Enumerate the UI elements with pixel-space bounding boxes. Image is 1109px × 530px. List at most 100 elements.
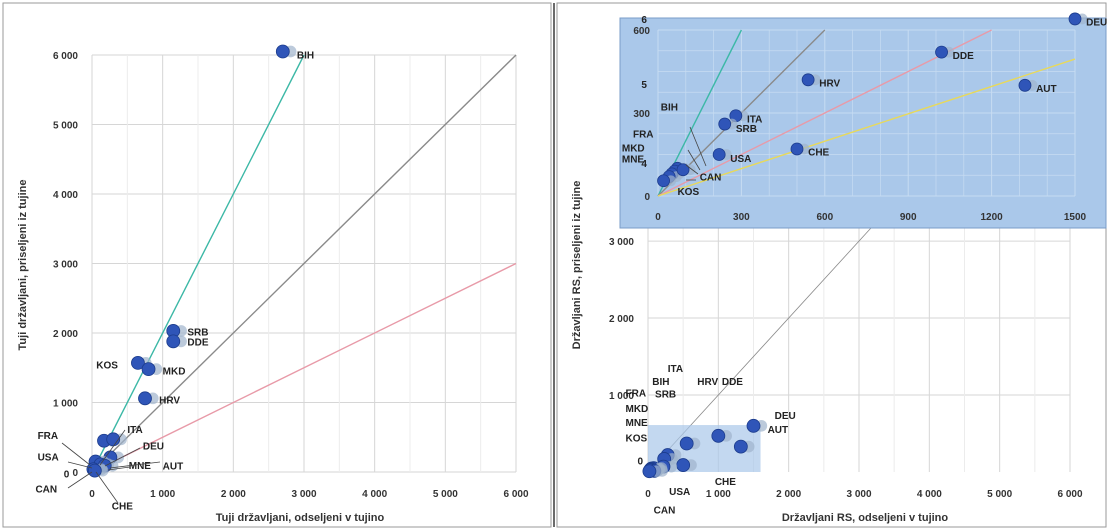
point-kos — [131, 355, 145, 370]
y-tick-label: 0 — [72, 468, 78, 479]
leader-line — [95, 471, 119, 504]
label-che: CHE — [715, 477, 736, 488]
label-can: CAN — [35, 485, 57, 496]
x-tick-label: 2 000 — [776, 489, 801, 500]
right-chart-points — [642, 418, 768, 479]
point-deu — [746, 418, 761, 433]
point-mkd — [141, 362, 156, 377]
x-tick-label: 4 000 — [917, 489, 942, 500]
inset-chart-y-ticks: 0 300 600 — [633, 26, 650, 203]
reference-line — [657, 58, 1076, 197]
left-chart-y-axis-title: Tuji državljani, priseljeni iz tujine — [17, 180, 29, 351]
inset-chart-grid — [657, 29, 1076, 197]
reference-line — [91, 54, 305, 473]
label-srb: SRB — [736, 124, 757, 135]
leader-line — [104, 447, 141, 467]
label-6: 6 — [641, 15, 647, 26]
right-chart-y-axis-title: Državljani RS, priseljeni iz tujine — [571, 181, 583, 350]
inset-scatter-chart: 0 300 600 900 1200 1500 0 300 600 DEU DDE AUT HRV I… — [619, 12, 1107, 229]
left-chart-x-ticks: 0 1 000 2 000 3 000 4 000 5 000 6 000 — [89, 489, 529, 500]
x-tick-label: 3 000 — [846, 489, 871, 500]
x-tick-label: 900 — [900, 212, 917, 223]
label-ita: ITA — [747, 115, 762, 126]
inset-background — [619, 17, 1107, 229]
label-can: CAN — [700, 173, 722, 184]
left-scatter-chart: 0 1 000 2 000 3 000 4 000 5 000 6 000 0 1 000 2 … — [17, 44, 529, 524]
x-tick-label: 0 — [89, 489, 95, 500]
x-tick-label: 1 000 — [706, 489, 731, 500]
label-mne: MNE — [622, 155, 645, 166]
label-5: 5 — [641, 80, 647, 91]
label-bih: BIH — [652, 377, 669, 388]
label-usa: USA — [730, 154, 751, 165]
label-che: CHE — [808, 148, 829, 159]
label-srb: SRB — [655, 389, 676, 400]
point-che — [87, 463, 102, 478]
x-tick-label: 4 000 — [362, 489, 387, 500]
label-ita: ITA — [668, 364, 683, 375]
x-tick-label: 1500 — [1064, 212, 1087, 223]
label-bih: BIH — [297, 50, 314, 61]
point-hrv — [801, 73, 815, 87]
label-kos: KOS — [625, 433, 647, 444]
right-chart-y-ticks: 1 000 2 000 3 000 — [609, 237, 634, 402]
label-aut: AUT — [768, 425, 789, 436]
label-4: 4 — [641, 159, 647, 170]
point-usa — [712, 148, 726, 161]
label-mkd: MKD — [625, 404, 648, 415]
point-dde — [166, 334, 181, 349]
reference-line — [657, 29, 992, 197]
label-hrv: HRV — [819, 79, 840, 90]
label-deu: DEU — [143, 442, 164, 453]
x-tick-label: 1200 — [980, 212, 1003, 223]
label-mne: MNE — [129, 461, 152, 472]
label-deu: DEU — [1086, 18, 1107, 29]
x-tick-label: 5 000 — [987, 489, 1012, 500]
label-aut: AUT — [1036, 84, 1057, 95]
label-dde: DDE — [187, 337, 208, 348]
reference-line — [91, 262, 517, 473]
point-hrv — [679, 436, 694, 451]
leader-line — [687, 149, 701, 171]
point-kos — [657, 174, 670, 188]
label-srb: SRB — [187, 328, 208, 339]
y-tick-label: 6 000 — [53, 51, 78, 62]
point-dde — [711, 428, 726, 443]
y-tick-label: 5 000 — [53, 121, 78, 132]
label-mne: MNE — [625, 418, 648, 429]
label-fra: FRA — [633, 129, 654, 140]
leader-line — [689, 126, 707, 167]
left-panel-frame — [2, 2, 552, 528]
point-ita — [106, 432, 121, 447]
leader-line — [61, 442, 91, 466]
x-tick-label: 1 000 — [150, 489, 175, 500]
label-kos: KOS — [677, 187, 699, 198]
label-kos: KOS — [96, 360, 118, 371]
x-tick-label: 300 — [733, 212, 750, 223]
leader-line — [107, 466, 131, 471]
label-fra: FRA — [38, 431, 59, 442]
x-tick-label: 0 — [655, 212, 661, 223]
inset-chart-x-ticks: 0 300 600 900 1200 1500 — [655, 212, 1086, 223]
inset-chart-points — [657, 12, 1088, 188]
right-chart-x-ticks: 0 1 000 2 000 3 000 4 000 5 000 6 000 — [645, 489, 1083, 500]
label-fra: FRA — [625, 389, 646, 400]
x-tick-label: 5 000 — [433, 489, 458, 500]
label-ita: ITA — [127, 425, 142, 436]
y-tick-label: 4 000 — [53, 190, 78, 201]
label-can: CAN — [654, 506, 676, 517]
point-kos — [642, 464, 657, 479]
right-chart-x-axis-title: Državljani RS, odseljeni v tujino — [782, 512, 949, 524]
leader-line — [99, 429, 126, 466]
leader-line — [67, 471, 93, 489]
x-tick-label: 600 — [816, 212, 833, 223]
point-dde — [935, 45, 948, 59]
left-chart-y-ticks: 0 1 000 2 000 3 000 4 000 5 000 6 000 — [53, 51, 78, 479]
label-dde: DDE — [953, 51, 974, 62]
label-che: CHE — [112, 501, 133, 512]
x-tick-label: 2 000 — [221, 489, 246, 500]
x-tick-label: 3 000 — [291, 489, 316, 500]
